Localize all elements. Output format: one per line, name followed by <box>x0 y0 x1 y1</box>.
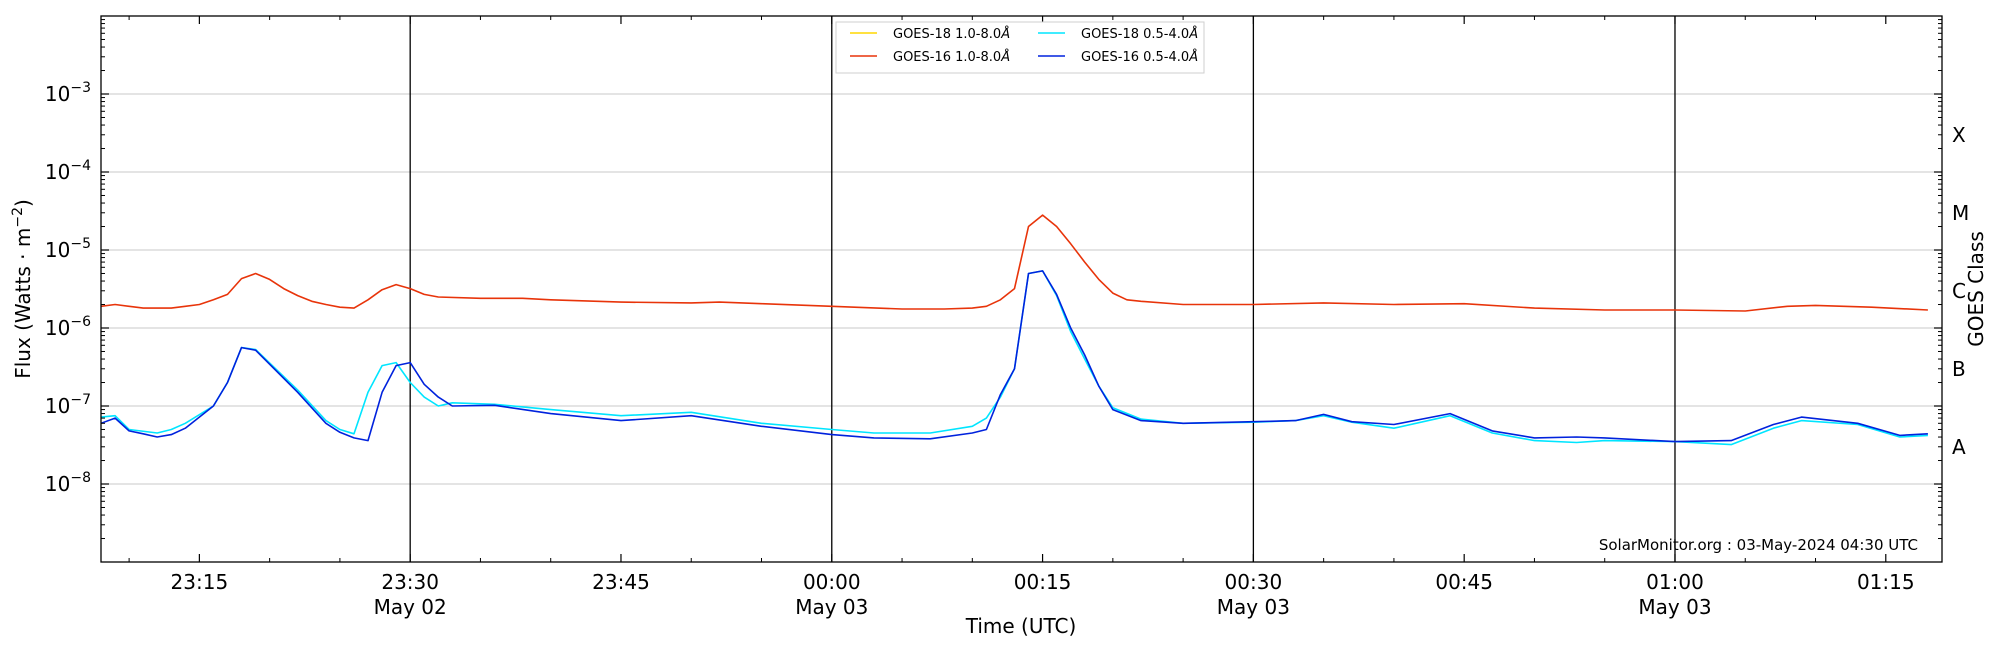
y-tick-label-exponent: −6 <box>70 314 91 330</box>
goes-class-labels: A B C M X <box>1952 123 1969 459</box>
series-line-2 <box>101 270 1928 446</box>
y-tick-label-base: 10 <box>45 394 70 418</box>
y-tick-label-exponent: −3 <box>70 80 91 96</box>
y-tick-label: 10−8 <box>45 470 91 496</box>
y-axis-title: Flux (Watts · m−2) <box>10 199 35 379</box>
legend-entry-name: GOES-16 0.5-4.0 <box>1081 50 1189 65</box>
x-tick-label: 00:00 <box>803 570 861 594</box>
y-tick-label-base: 10 <box>45 472 70 496</box>
x-tick-label: 00:15 <box>1014 570 1072 594</box>
x-tick-date-label: May 03 <box>795 595 868 619</box>
x-tick-date-label: May 02 <box>374 595 447 619</box>
y-tick-label-base: 10 <box>45 82 70 106</box>
x-axis-title: Time (UTC) <box>965 614 1077 638</box>
y-tick-label-exponent: −4 <box>70 158 91 174</box>
goes-class-label-c: C <box>1952 279 1966 303</box>
series-line-3 <box>101 270 1928 443</box>
legend-entry-name: GOES-16 1.0-8.0 <box>893 50 1001 65</box>
x-tick-date-label: May 03 <box>1217 595 1290 619</box>
x-tick-label: 00:30 <box>1225 570 1283 594</box>
goes-class-label-x: X <box>1952 123 1966 147</box>
x-tick-label: 01:15 <box>1857 570 1915 594</box>
x-tick-label: 01:00 <box>1646 570 1704 594</box>
goes-class-label-a: A <box>1952 435 1966 459</box>
x-tick-label: 00:45 <box>1435 570 1493 594</box>
y-axis-title-exponent: −2 <box>10 207 26 228</box>
legend-entry: GOES-16 0.5-4.0Å <box>1081 49 1198 65</box>
goes-class-axis-title: GOES Class <box>1964 231 1988 347</box>
x-tick-label: 23:45 <box>592 570 650 594</box>
y-tick-label-base: 10 <box>45 316 70 340</box>
x-tick-date-label: May 03 <box>1638 595 1711 619</box>
plot-series <box>101 214 1928 446</box>
legend-entry-unit: Å <box>1000 26 1010 42</box>
legend-entry-name: GOES-18 0.5-4.0 <box>1081 27 1189 42</box>
x-tick-label: 23:30 <box>381 570 439 594</box>
y-tick-label-exponent: −7 <box>70 392 91 408</box>
x-tick-label: 23:15 <box>171 570 229 594</box>
legend-entry-unit: Å <box>1188 26 1198 42</box>
y-tick-label: 10−3 <box>45 80 91 106</box>
goes-class-label-m: M <box>1952 201 1969 225</box>
y-tick-label: 10−6 <box>45 314 91 340</box>
y-tick-label-exponent: −8 <box>70 470 91 486</box>
y-tick-label: 10−5 <box>45 236 91 262</box>
y-tick-label-base: 10 <box>45 238 70 262</box>
legend-entry-unit: Å <box>1000 49 1010 65</box>
legend-entry: GOES-18 0.5-4.0Å <box>1081 26 1198 42</box>
y-axis-title-main: Flux (Watts · m <box>11 228 35 379</box>
legend-entry: GOES-16 1.0-8.0Å <box>893 49 1010 65</box>
y-tick-label: 10−4 <box>45 158 91 184</box>
legend-entry-name: GOES-18 1.0-8.0 <box>893 27 1001 42</box>
goes-class-label-b: B <box>1952 357 1966 381</box>
credit-text: SolarMonitor.org : 03-May-2024 04:30 UTC <box>1599 536 1918 554</box>
grid-lines <box>101 93 1942 485</box>
legend-frame <box>835 21 1205 74</box>
legend-entry: GOES-18 1.0-8.0Å <box>893 26 1010 42</box>
day-divider-lines <box>409 16 1676 562</box>
y-tick-label-exponent: −5 <box>70 236 91 252</box>
y-tick-label: 10−7 <box>45 392 91 418</box>
y-axis-title-close: ) <box>11 199 35 207</box>
y-axis-ticks: 10−810−710−610−510−410−3 <box>45 19 1942 540</box>
series-line-1 <box>101 214 1928 312</box>
y-tick-label-base: 10 <box>45 160 70 184</box>
plot-frame <box>100 15 1943 563</box>
legend-entry-unit: Å <box>1188 49 1198 65</box>
